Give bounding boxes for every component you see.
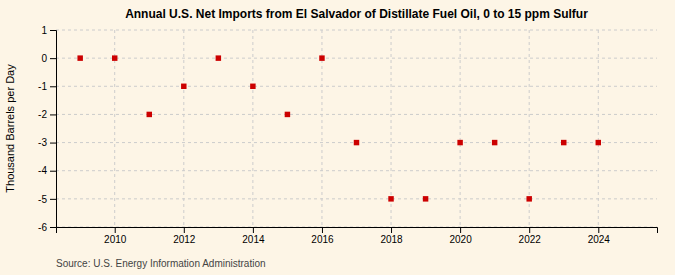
- tick: 2020: [449, 227, 472, 245]
- grid-line: [183, 30, 184, 227]
- tick: 2012: [173, 227, 196, 245]
- axis-line: [50, 31, 57, 228]
- chart: 2010 2012 2014 2016 2018 2020 2022 2024 1 0 -1 -2 -3…: [0, 0, 675, 275]
- grid-line: [56, 198, 657, 199]
- tick-mark: [50, 58, 56, 59]
- tick: 2016: [311, 227, 334, 245]
- tick-label: 0: [41, 53, 47, 64]
- tick-mark: [115, 227, 116, 233]
- tick-label: 2012: [173, 234, 196, 245]
- tick-label: 2024: [588, 234, 611, 245]
- tick-label: 1: [41, 25, 47, 36]
- point: [250, 84, 255, 89]
- tick-mark: [253, 227, 254, 233]
- point: [285, 112, 290, 117]
- point: [181, 84, 186, 89]
- point: [492, 140, 497, 145]
- point: [354, 140, 359, 145]
- tick: -2: [38, 109, 56, 120]
- grid-line: [598, 30, 599, 227]
- tick-label: 2018: [380, 234, 403, 245]
- point: [77, 55, 82, 60]
- tick: 0: [41, 53, 56, 64]
- point: [457, 140, 462, 145]
- grid-line: [460, 30, 461, 227]
- tick-label: 2022: [519, 234, 542, 245]
- point: [526, 196, 531, 201]
- tick-label: -4: [38, 165, 47, 176]
- tick: -5: [38, 194, 56, 205]
- axis-line: [57, 228, 658, 234]
- tick-mark: [322, 227, 323, 233]
- tick-mark: [391, 227, 392, 233]
- annotation: Source: U.S. Energy Information Administ…: [56, 258, 266, 269]
- tick: -4: [38, 165, 56, 176]
- title: Annual U.S. Net Imports from El Salvador…: [125, 7, 588, 21]
- tick-label: 2016: [311, 234, 334, 245]
- tick-mark: [50, 199, 56, 200]
- grid-line: [56, 170, 657, 171]
- tick: -6: [38, 222, 56, 233]
- grid: [56, 30, 657, 227]
- grid-line: [56, 86, 657, 87]
- point: [216, 55, 221, 60]
- tick: -3: [38, 137, 56, 148]
- tick-label: 2020: [449, 234, 472, 245]
- tick-mark: [50, 143, 56, 144]
- tick: 2018: [380, 227, 403, 245]
- grid-line: [56, 30, 657, 31]
- grid-line: [56, 58, 657, 59]
- tick-mark: [50, 86, 56, 87]
- point: [147, 112, 152, 117]
- x-axis: 2010 2012 2014 2016 2018 2020 2022 2024: [57, 227, 658, 245]
- points: [77, 55, 601, 201]
- grid-line: [56, 114, 657, 115]
- tick-label: -1: [38, 81, 47, 92]
- tick-label: 2010: [104, 234, 127, 245]
- tick: 2024: [588, 227, 611, 245]
- point: [112, 55, 117, 60]
- tick: 2014: [242, 227, 265, 245]
- tick-label: -5: [38, 194, 47, 205]
- tick-mark: [50, 171, 56, 172]
- grid-line: [252, 30, 253, 227]
- tick-mark: [460, 227, 461, 233]
- point: [596, 140, 601, 145]
- tick: 2022: [519, 227, 542, 245]
- tick-label: -6: [38, 222, 47, 233]
- tick-mark: [184, 227, 185, 233]
- y-axis-label: Thousand Barrels per Day: [4, 64, 16, 193]
- tick-mark: [598, 227, 599, 233]
- tick: -1: [38, 81, 56, 92]
- y-axis: 1 0 -1 -2 -3 -4 -5 -6: [38, 25, 56, 233]
- tick-mark: [529, 227, 530, 233]
- point: [423, 196, 428, 201]
- tick-mark: [50, 227, 56, 228]
- point: [561, 140, 566, 145]
- tick: 1: [41, 25, 56, 36]
- tick-mark: [50, 114, 56, 115]
- point: [319, 55, 324, 60]
- tick-label: 2014: [242, 234, 265, 245]
- tick-mark: [50, 30, 56, 31]
- tick-label: -2: [38, 109, 47, 120]
- tick-label: -3: [38, 137, 47, 148]
- plot: 2010 2012 2014 2016 2018 2020 2022 2024 1 0 -1 -2 -3…: [38, 25, 657, 245]
- tick: 2010: [104, 227, 127, 245]
- point: [388, 196, 393, 201]
